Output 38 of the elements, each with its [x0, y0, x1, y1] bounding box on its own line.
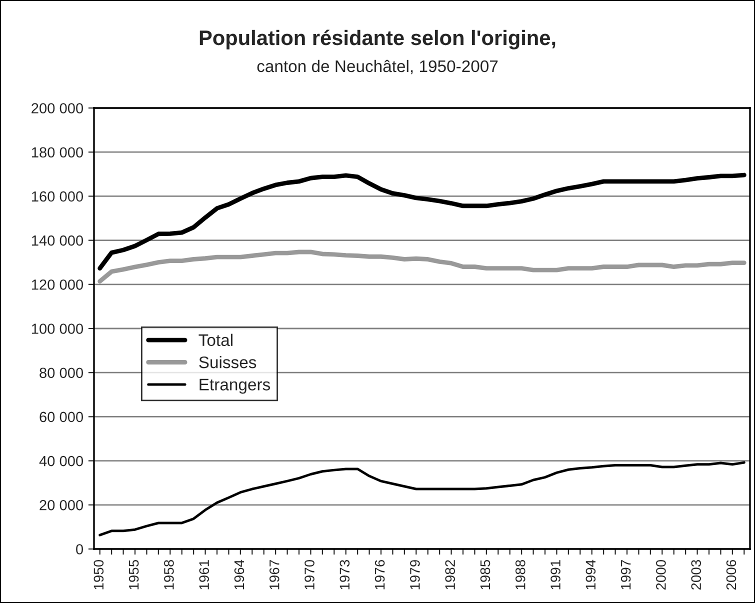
y-tick-label: 120 000 — [32, 280, 84, 290]
chart-subtitle: canton de Neuchâtel, 1950-2007 — [257, 60, 498, 74]
y-tick-label: 80 000 — [40, 368, 84, 378]
x-tick-label: 1967 — [269, 560, 280, 590]
x-tick-label: 1964 — [234, 560, 244, 590]
x-tick-label: 1976 — [374, 560, 385, 590]
x-tick-label: 1955 — [128, 560, 139, 590]
line-series — [98, 172, 746, 271]
x-tick-label: 1988 — [515, 560, 526, 590]
legend-label: Suisses — [199, 356, 256, 368]
x-tick-label: 1985 — [480, 560, 490, 590]
y-tick-label: 140 000 — [32, 235, 84, 246]
chart-title: Population résidante selon l'origine, — [200, 30, 556, 50]
x-tick-label: 1997 — [620, 560, 631, 590]
x-tick-label: 1994 — [586, 560, 596, 590]
line-series — [98, 461, 746, 536]
x-tick-label: 2003 — [691, 560, 702, 590]
y-tick-label: 0 — [76, 544, 84, 554]
legend-label: Total — [198, 334, 232, 346]
x-tick-label: 1982 — [445, 560, 456, 590]
x-tick-label: 2000 — [656, 560, 666, 590]
y-tick-label: 20 000 — [40, 500, 84, 510]
y-tick-label: 40 000 — [39, 456, 84, 466]
legend-label: Etrangers — [200, 378, 270, 394]
x-tick-label: 2006 — [726, 560, 736, 590]
x-tick-label: 1979 — [410, 560, 420, 590]
x-tick-label: 1950 — [94, 560, 104, 590]
y-tick-label: 200 000 — [32, 103, 84, 114]
line-series — [98, 250, 746, 284]
y-tick-label: 160 000 — [32, 191, 84, 202]
x-tick-label: 1973 — [340, 560, 350, 590]
y-tick-label: 60 000 — [40, 412, 84, 422]
x-tick-label: 1991 — [550, 560, 560, 590]
x-tick-label: 1970 — [304, 560, 314, 590]
y-tick-label: 100 000 — [32, 324, 84, 334]
y-tick-label: 180 000 — [32, 147, 84, 158]
x-tick-label: 1961 — [199, 560, 210, 590]
x-tick-label: 1958 — [164, 560, 174, 590]
